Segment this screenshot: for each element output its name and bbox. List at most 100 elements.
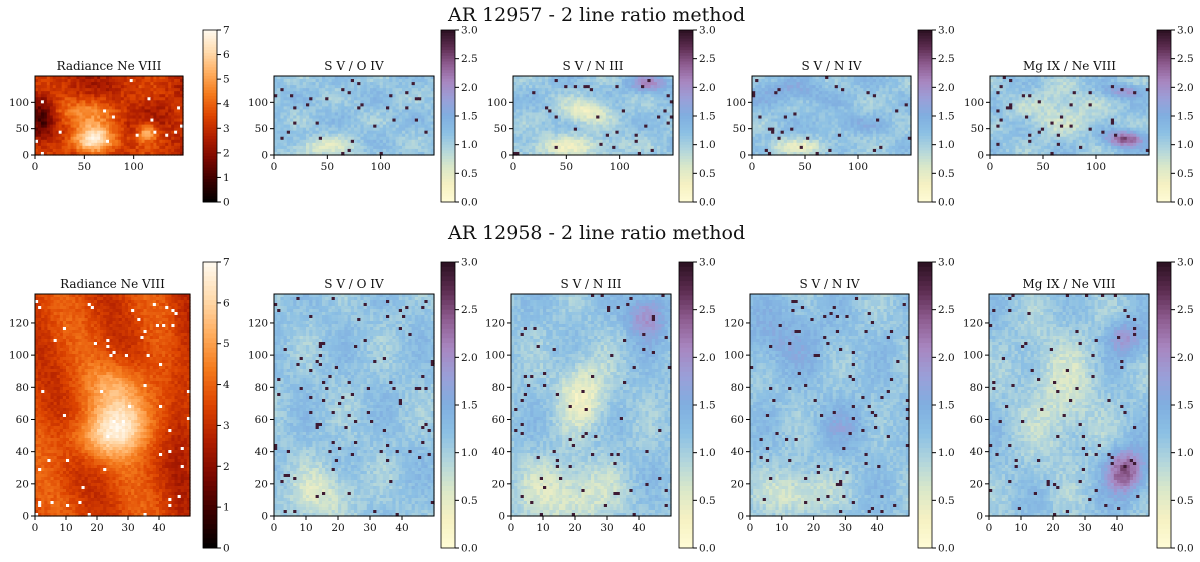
heatmap-cell bbox=[631, 121, 636, 126]
heatmap-cell bbox=[49, 118, 54, 123]
heatmap-cell bbox=[79, 115, 83, 120]
heatmap-cell bbox=[85, 118, 89, 123]
heatmap-cell bbox=[322, 136, 326, 141]
heatmap-cell bbox=[392, 85, 397, 89]
heatmap-cell bbox=[392, 103, 397, 107]
heatmap-cell bbox=[570, 118, 575, 123]
heatmap-cell bbox=[357, 139, 361, 144]
heatmap-cell bbox=[37, 139, 42, 144]
heatmap-cell bbox=[347, 97, 352, 101]
x-tick-label: 50 bbox=[321, 161, 334, 173]
heatmap-cell bbox=[153, 97, 157, 101]
heatmap-cell bbox=[141, 88, 146, 92]
heatmap-cell bbox=[144, 124, 149, 129]
heatmap-cell bbox=[421, 130, 425, 135]
heatmap-cell bbox=[35, 109, 39, 114]
heatmap-cell bbox=[35, 97, 39, 101]
heatmap-cell bbox=[109, 127, 113, 132]
heatmap-cell bbox=[280, 124, 285, 129]
heatmap-cell bbox=[573, 88, 578, 92]
heatmap-cell bbox=[513, 94, 517, 98]
heatmap-cell bbox=[389, 79, 393, 83]
heatmap-cell bbox=[322, 112, 326, 117]
heatmap-cell bbox=[382, 85, 387, 89]
heatmap-cell bbox=[666, 85, 671, 89]
heatmap-cell bbox=[605, 100, 610, 104]
heatmap-cell bbox=[277, 91, 281, 95]
heatmap-cell bbox=[46, 109, 51, 114]
heatmap-cell bbox=[144, 94, 149, 98]
heatmap-cell bbox=[73, 145, 78, 150]
heatmap-cell bbox=[123, 109, 128, 114]
heatmap-cell bbox=[347, 106, 352, 111]
heatmap-cell bbox=[386, 115, 390, 120]
heatmap-cell bbox=[55, 112, 60, 117]
heatmap-cell bbox=[100, 142, 104, 147]
heatmap-cell bbox=[156, 82, 160, 86]
heatmap-cell bbox=[360, 85, 365, 89]
heatmap-cell bbox=[618, 112, 623, 117]
heatmap-cell bbox=[135, 106, 140, 111]
heatmap-cell bbox=[554, 91, 559, 95]
heatmap-cell bbox=[283, 79, 288, 83]
heatmap-cell bbox=[309, 79, 313, 83]
heatmap-cell bbox=[653, 106, 658, 111]
heatmap-cell bbox=[647, 121, 652, 126]
heatmap-cell bbox=[43, 145, 48, 150]
heatmap-cell bbox=[605, 109, 610, 114]
heatmap-cell bbox=[312, 115, 317, 120]
heatmap-cell bbox=[373, 127, 377, 132]
heatmap-cell bbox=[168, 100, 172, 104]
heatmap-cell bbox=[315, 76, 320, 80]
heatmap-cell bbox=[147, 91, 152, 95]
heatmap-cell bbox=[350, 142, 355, 147]
heatmap-cell bbox=[418, 112, 422, 117]
heatmap-cell bbox=[529, 85, 533, 89]
heatmap-cell bbox=[277, 133, 281, 138]
heatmap-cell bbox=[657, 106, 661, 111]
heatmap-cell bbox=[135, 121, 140, 126]
heatmap-cell bbox=[117, 85, 122, 89]
heatmap-cell bbox=[159, 109, 163, 114]
heatmap-cell bbox=[663, 109, 668, 114]
heatmap-cell bbox=[168, 106, 172, 111]
heatmap-cell bbox=[402, 82, 406, 86]
heatmap-cell bbox=[641, 97, 645, 101]
heatmap-cell bbox=[64, 97, 69, 101]
heatmap-cell bbox=[593, 112, 597, 117]
heatmap-cell bbox=[386, 151, 390, 156]
heatmap-cell bbox=[106, 136, 110, 141]
colorbar-segment bbox=[203, 113, 217, 117]
heatmap-cell bbox=[631, 88, 636, 92]
heatmap-cell bbox=[644, 85, 648, 89]
heatmap-cell bbox=[150, 127, 154, 132]
heatmap-cell bbox=[88, 97, 92, 101]
heatmap-cell bbox=[532, 115, 536, 120]
heatmap-cell bbox=[299, 127, 304, 132]
heatmap-cell bbox=[76, 76, 80, 80]
heatmap-cell bbox=[424, 103, 429, 107]
heatmap-cell bbox=[43, 142, 48, 147]
heatmap-cell bbox=[174, 115, 178, 120]
heatmap-cell bbox=[653, 103, 658, 107]
heatmap-cell bbox=[418, 118, 422, 123]
heatmap-cell bbox=[341, 124, 345, 129]
heatmap-cell bbox=[40, 115, 45, 120]
heatmap-cell bbox=[299, 79, 304, 83]
heatmap-cell bbox=[147, 130, 152, 135]
heatmap-cell bbox=[382, 94, 387, 98]
heatmap-cell bbox=[414, 139, 419, 144]
heatmap-cell bbox=[40, 109, 45, 114]
heatmap-cell bbox=[132, 76, 137, 80]
heatmap-cell bbox=[382, 103, 387, 107]
heatmap-cell bbox=[373, 139, 377, 144]
colorbar-segment bbox=[441, 90, 455, 94]
heatmap-cell bbox=[159, 115, 163, 120]
colorbar-segment bbox=[441, 41, 455, 45]
heatmap-cell bbox=[144, 139, 149, 144]
heatmap-cell bbox=[516, 112, 520, 117]
colorbar-segment bbox=[441, 73, 455, 77]
heatmap-cell bbox=[180, 109, 184, 114]
heatmap-cell bbox=[398, 97, 403, 101]
colorbar-segment bbox=[679, 184, 693, 189]
